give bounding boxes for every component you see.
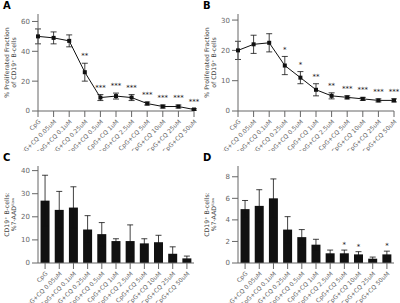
svg-text:***: *** [389, 88, 392, 96]
svg-text:*: * [299, 61, 303, 69]
svg-text:*: * [283, 46, 287, 54]
svg-text:CpG+CQ 50uM: CpG+CQ 50uM [354, 269, 392, 302]
svg-text:***: *** [373, 88, 384, 96]
svg-text:CpG: CpG [34, 269, 49, 284]
svg-text:CpG+CQ 50uM: CpG+CQ 50uM [361, 118, 392, 151]
svg-text:***: *** [173, 94, 184, 102]
svg-text:***: *** [189, 98, 200, 106]
svg-text:***: *** [126, 84, 137, 92]
svg-text:2: 2 [226, 237, 230, 245]
svg-text:***: *** [358, 86, 369, 94]
svg-text:CpG: CpG [227, 117, 242, 132]
svg-text:20: 20 [21, 213, 30, 221]
svg-text:**: ** [81, 52, 89, 60]
svg-text:CpG+CQ 50uM: CpG+CQ 50uM [161, 118, 199, 151]
svg-text:0: 0 [226, 107, 230, 115]
svg-text:0: 0 [26, 107, 30, 115]
html-text:C: C [3, 151, 11, 163]
svg-text:%7-AADᴷᵒʷ: %7-AADᴷᵒʷ [210, 196, 217, 230]
svg-text:CD19⁺ B-cells:: CD19⁺ B-cells: [203, 192, 210, 237]
svg-text:of CD19⁺ B-cells: of CD19⁺ B-cells [10, 37, 17, 87]
svg-text:4: 4 [226, 216, 231, 224]
svg-text:40: 40 [21, 48, 30, 56]
svg-text:***: *** [342, 85, 353, 93]
svg-text:*: * [343, 241, 347, 249]
svg-text:CpG: CpG [234, 269, 249, 284]
svg-text:%7-AADᴷᵒʷ: %7-AADᴷᵒʷ [10, 196, 17, 230]
svg-text:30: 30 [21, 190, 30, 198]
svg-text:***: *** [142, 91, 153, 99]
svg-text:6: 6 [226, 194, 231, 202]
html-text:A: A [3, 0, 11, 11]
svg-text:of CD19⁺ B-cells: of CD19⁺ B-cells [210, 37, 217, 87]
svg-text:***: *** [158, 94, 169, 102]
svg-text:***: *** [95, 84, 106, 92]
svg-text:*: * [357, 242, 361, 250]
svg-text:***: *** [111, 82, 122, 90]
svg-text:CpG: CpG [27, 117, 42, 132]
svg-text:**: ** [313, 73, 321, 81]
svg-text:8: 8 [226, 173, 230, 181]
svg-text:20: 20 [21, 78, 30, 86]
html-text:D: D [203, 151, 212, 163]
html-text:B: B [203, 0, 211, 11]
svg-text:**: ** [328, 82, 336, 90]
svg-text:CpG+CQ 50uM: CpG+CQ 50uM [154, 269, 192, 302]
svg-text:60: 60 [21, 18, 30, 26]
svg-text:30: 30 [221, 17, 230, 25]
svg-text:0: 0 [26, 259, 30, 267]
svg-text:40: 40 [21, 167, 30, 175]
svg-text:*: * [385, 242, 389, 250]
svg-text:% Proliferated Fraction: % Proliferated Fraction [203, 27, 210, 97]
svg-text:20: 20 [221, 47, 230, 55]
svg-text:0: 0 [226, 259, 230, 267]
svg-text:10: 10 [21, 236, 30, 244]
svg-text:10: 10 [221, 77, 230, 85]
